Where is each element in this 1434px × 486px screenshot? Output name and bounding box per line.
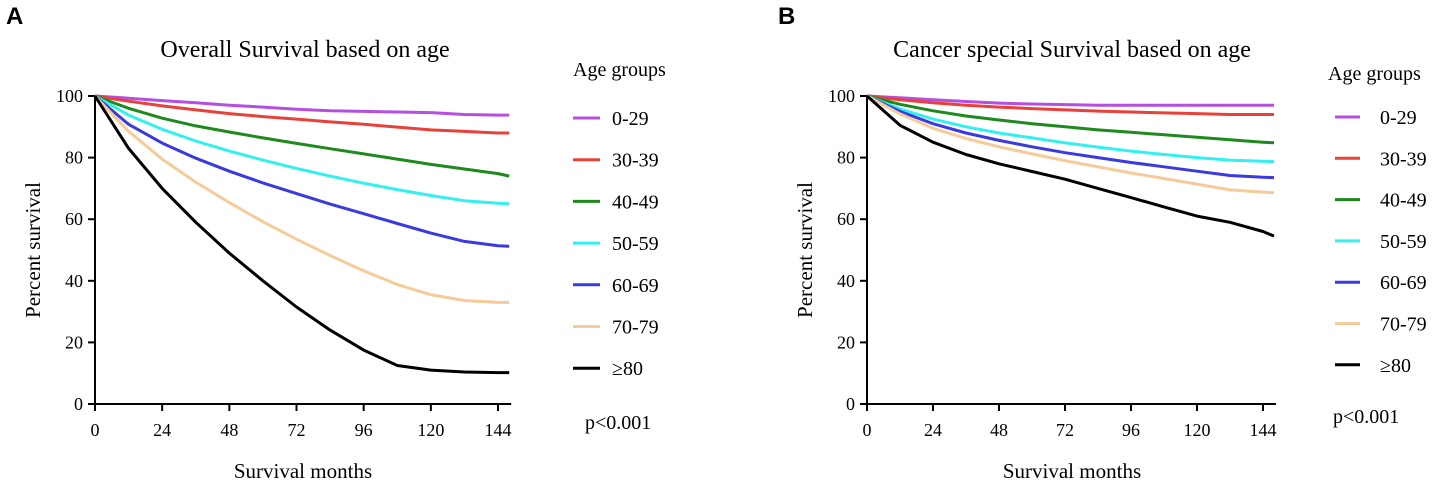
y-tick-label: 60	[837, 209, 855, 229]
x-tick-label: 144	[1250, 420, 1277, 440]
panel-a: A Overall Survival based on age Percent …	[6, 3, 666, 483]
survival-curve-40-49	[866, 94, 1275, 145]
legend-label: 0-29	[1380, 107, 1417, 129]
panel-a-title: Overall Survival based on age	[160, 37, 449, 63]
panel-b-curves	[866, 94, 1275, 238]
x-tick-label: 24	[153, 420, 171, 440]
legend-label: 70-79	[1380, 314, 1427, 336]
x-tick-label: 48	[990, 420, 1008, 440]
legend-label: 0-29	[612, 108, 649, 130]
survival-curve-0-29	[94, 94, 510, 117]
panel-a-curves	[93, 94, 510, 375]
x-tick-label: 72	[1056, 420, 1074, 440]
legend-label: 50-59	[612, 233, 659, 255]
x-tick-label: 48	[220, 420, 238, 440]
y-tick-label: 0	[74, 394, 83, 414]
panel-b: B Cancer special Survival based on age P…	[778, 3, 1427, 483]
panel-a-axes: 0 24 48 72 96 120 144 0 20 40 60 80 100	[56, 86, 512, 440]
panel-a-y-axis-label: Percent survival	[21, 182, 45, 318]
x-tick-label: 96	[1122, 420, 1140, 440]
legend-label: 30-39	[1380, 148, 1427, 170]
panel-b-legend-title: Age groups	[1328, 63, 1421, 85]
survival-curve--80	[866, 94, 1275, 238]
x-tick-label: 24	[924, 420, 942, 440]
panel-b-legend: 0-29 30-39 40-49 50-59 60-69 70-79 ≥80	[1335, 107, 1427, 377]
survival-curve-50-59	[94, 94, 510, 206]
x-tick-label: 0	[863, 420, 872, 440]
survival-curve-50-59	[866, 94, 1275, 164]
y-tick-label: 40	[65, 271, 83, 291]
y-tick-label: 20	[837, 332, 855, 352]
survival-curve-40-49	[94, 94, 510, 178]
panel-b-axes: 0 24 48 72 96 120 144 0 20 40 60 80 100	[828, 86, 1277, 440]
y-tick-label: 0	[846, 394, 855, 414]
survival-curve-0-29	[866, 94, 1274, 107]
x-tick-label: 0	[91, 420, 100, 440]
panel-b-x-axis-label: Survival months	[1003, 459, 1141, 483]
panel-a-legend-title: Age groups	[573, 59, 666, 81]
survival-curve-30-39	[866, 94, 1274, 116]
survival-curve-60-69	[866, 94, 1275, 180]
survival-curve-30-39	[94, 94, 510, 135]
legend-label: ≥80	[1380, 355, 1411, 377]
y-tick-label: 80	[837, 148, 855, 168]
panel-b-letter: B	[778, 3, 795, 30]
y-tick-label: 40	[837, 271, 855, 291]
survival-curve-70-79	[866, 94, 1275, 195]
legend-label: 60-69	[612, 275, 659, 297]
panel-a-letter: A	[6, 3, 23, 30]
x-tick-label: 72	[288, 420, 306, 440]
panel-a-p-value: p<0.001	[585, 412, 651, 434]
x-tick-label: 120	[417, 420, 444, 440]
legend-label: 50-59	[1380, 231, 1427, 253]
legend-label: 70-79	[612, 317, 659, 339]
panel-a-legend: 0-29 30-39 40-49 50-59 60-69 70-79 ≥80	[573, 108, 659, 380]
legend-label: 30-39	[612, 150, 659, 172]
y-tick-label: 80	[65, 148, 83, 168]
x-tick-label: 96	[355, 420, 373, 440]
x-tick-label: 144	[485, 420, 512, 440]
survival-curve-60-69	[94, 94, 510, 248]
legend-label: 40-49	[1380, 190, 1427, 212]
y-tick-label: 100	[828, 86, 855, 106]
y-tick-label: 100	[56, 86, 83, 106]
y-tick-label: 60	[65, 209, 83, 229]
y-tick-label: 20	[65, 332, 83, 352]
panel-b-y-axis-label: Percent survival	[793, 182, 817, 318]
legend-label: 40-49	[612, 191, 659, 213]
survival-curve-70-79	[93, 94, 510, 304]
panel-b-title: Cancer special Survival based on age	[893, 37, 1251, 63]
panel-a-x-axis-label: Survival months	[234, 459, 372, 483]
panel-b-p-value: p<0.001	[1333, 406, 1399, 428]
legend-label: ≥80	[612, 358, 643, 380]
legend-label: 60-69	[1380, 272, 1427, 294]
survival-curve--80	[93, 95, 510, 375]
x-tick-label: 120	[1184, 420, 1211, 440]
